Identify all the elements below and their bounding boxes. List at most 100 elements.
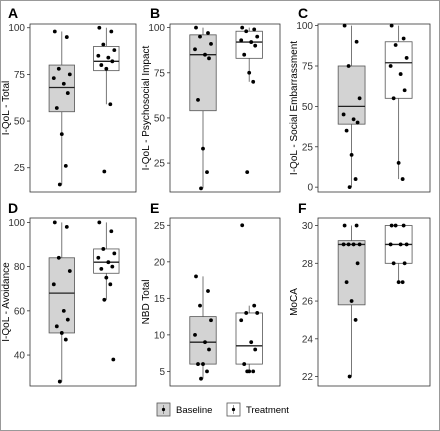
data-point bbox=[207, 56, 211, 61]
data-point bbox=[51, 76, 56, 81]
data-point bbox=[247, 70, 252, 75]
data-point bbox=[104, 66, 109, 71]
data-point bbox=[198, 34, 202, 39]
data-point bbox=[353, 177, 358, 181]
data-point bbox=[201, 362, 205, 366]
plot-frame bbox=[317, 23, 431, 193]
data-point bbox=[209, 41, 213, 46]
data-point bbox=[402, 88, 407, 93]
data-point bbox=[67, 269, 72, 273]
data-point bbox=[52, 29, 57, 34]
data-point bbox=[244, 29, 249, 34]
data-point bbox=[400, 280, 405, 285]
data-point bbox=[347, 185, 352, 190]
panel-b: B 25 50 75 100 I-QoL - Psychosocial Impact bbox=[141, 5, 281, 193]
data-point bbox=[398, 72, 403, 76]
data-point bbox=[396, 280, 401, 285]
data-point bbox=[239, 318, 244, 323]
data-point bbox=[201, 146, 205, 151]
data-point bbox=[199, 186, 203, 191]
legend-label-baseline: Baseline bbox=[176, 405, 212, 416]
data-point bbox=[65, 91, 70, 95]
data-point bbox=[61, 81, 66, 86]
data-point bbox=[65, 317, 70, 322]
data-point bbox=[101, 42, 106, 47]
data-point bbox=[253, 43, 258, 48]
box-iqr bbox=[93, 46, 120, 72]
box-iqr bbox=[337, 240, 366, 306]
data-point bbox=[112, 251, 117, 256]
y-tick-label: 80 bbox=[14, 262, 26, 273]
data-point bbox=[341, 242, 346, 247]
y-tick-label: 26 bbox=[302, 297, 314, 308]
data-point bbox=[51, 282, 56, 287]
legend: Baseline Treatment bbox=[156, 402, 289, 417]
box-iqr bbox=[48, 257, 75, 334]
box-iqr bbox=[189, 316, 217, 365]
data-point bbox=[401, 223, 406, 228]
data-point bbox=[255, 34, 260, 39]
box-treatment bbox=[384, 23, 413, 181]
data-point bbox=[344, 280, 349, 285]
data-point bbox=[357, 242, 362, 247]
data-point bbox=[342, 23, 347, 28]
y-tick-label: 22 bbox=[302, 372, 314, 383]
data-point bbox=[196, 97, 200, 102]
box-treatment bbox=[93, 220, 120, 362]
box-baseline bbox=[189, 274, 217, 381]
data-point bbox=[102, 297, 107, 302]
y-tick-label: 28 bbox=[302, 259, 314, 270]
y-tick-label: 25 bbox=[154, 159, 166, 170]
box-iqr bbox=[48, 64, 75, 113]
panel-f: F 22 24 26 28 30 MoCA bbox=[289, 200, 431, 387]
box-baseline bbox=[48, 29, 75, 187]
y-axis-title: I-QoL - Total bbox=[1, 81, 12, 135]
data-point bbox=[97, 25, 102, 30]
panel-a: A 25 50 75 100 I-QoL - Total bbox=[1, 5, 137, 193]
data-point bbox=[349, 299, 354, 303]
box-iqr bbox=[189, 34, 217, 112]
data-point bbox=[240, 223, 245, 228]
y-tick-label: 25 bbox=[302, 142, 314, 153]
plot-frame bbox=[317, 217, 431, 387]
data-point bbox=[388, 242, 393, 247]
data-point bbox=[355, 261, 360, 266]
data-point bbox=[59, 331, 64, 335]
panel-letter-f: F bbox=[298, 200, 307, 216]
legend-key-baseline-point bbox=[161, 407, 166, 412]
data-point bbox=[112, 48, 117, 53]
data-point bbox=[63, 163, 68, 168]
plot-frame bbox=[29, 23, 137, 193]
data-point bbox=[249, 40, 254, 44]
data-point bbox=[194, 274, 198, 279]
y-axis-title: NBD Total bbox=[141, 280, 152, 325]
data-point bbox=[206, 289, 210, 293]
data-point bbox=[67, 72, 72, 77]
data-point bbox=[342, 223, 347, 228]
y-axis-title: I-QoL - Social Embarrassment bbox=[289, 41, 300, 175]
data-point bbox=[64, 224, 69, 229]
panel-d: D 40 60 80 100 I-QoL - Avoidance bbox=[1, 200, 137, 387]
data-point bbox=[99, 266, 104, 271]
data-point bbox=[244, 311, 249, 315]
y-tick-label: 60 bbox=[14, 306, 26, 317]
y-tick-label: 100 bbox=[148, 23, 165, 34]
y-tick-label: 0 bbox=[307, 183, 313, 194]
legend-label-treatment: Treatment bbox=[246, 405, 289, 416]
panel-letter-b: B bbox=[150, 5, 160, 21]
data-point bbox=[108, 102, 113, 107]
panel-c: C 0 25 50 75 100 I-QoL - Social Embarrassment bbox=[289, 5, 431, 194]
data-point bbox=[404, 242, 409, 247]
data-point bbox=[96, 53, 101, 58]
data-point bbox=[101, 247, 106, 251]
box-treatment bbox=[384, 223, 413, 285]
data-point bbox=[59, 132, 64, 137]
data-point bbox=[56, 66, 61, 71]
data-point bbox=[391, 261, 396, 266]
plot-frame bbox=[169, 217, 281, 387]
data-point bbox=[393, 223, 398, 228]
data-point bbox=[354, 39, 359, 44]
data-point bbox=[252, 27, 257, 32]
y-tick-label: 25 bbox=[154, 221, 166, 232]
